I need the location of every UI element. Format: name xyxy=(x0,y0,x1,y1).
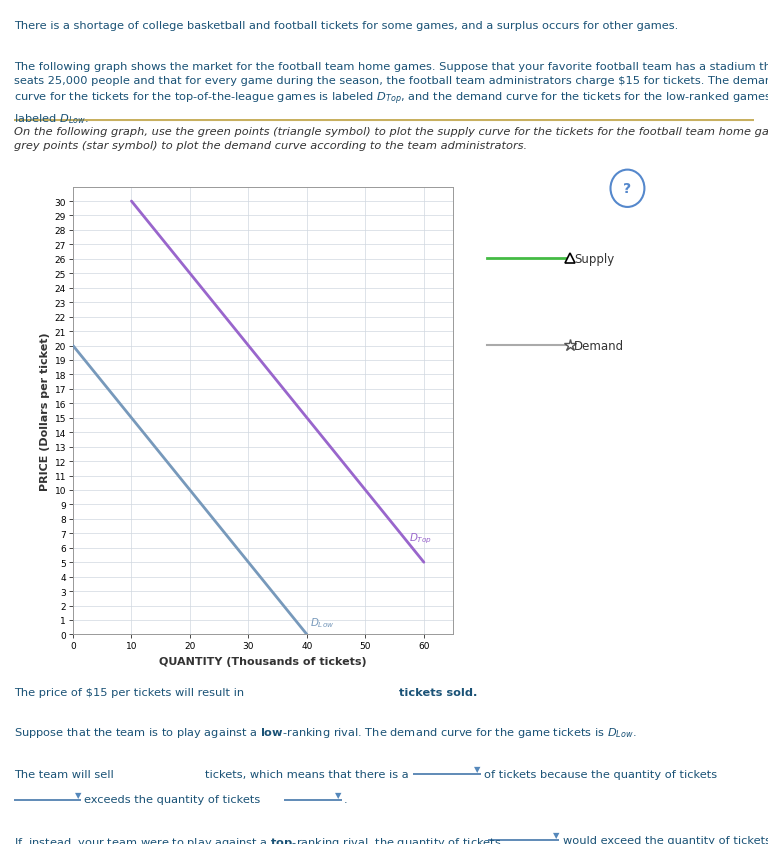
Text: tickets sold.: tickets sold. xyxy=(399,687,478,697)
Text: The team will sell: The team will sell xyxy=(14,769,114,779)
Text: If, instead, your team were to play against a $\bf{top}$-ranking rival, the quan: If, instead, your team were to play agai… xyxy=(14,835,502,844)
Text: tickets, which means that there is a: tickets, which means that there is a xyxy=(205,769,409,779)
Text: The following graph shows the market for the football team home games. Suppose t: The following graph shows the market for… xyxy=(14,62,768,126)
Text: of tickets because the quantity of tickets: of tickets because the quantity of ticke… xyxy=(484,769,717,779)
Text: $D_{Top}$: $D_{Top}$ xyxy=(409,531,432,545)
Y-axis label: PRICE (Dollars per ticket): PRICE (Dollars per ticket) xyxy=(41,332,51,490)
Text: Supply: Supply xyxy=(574,252,614,265)
Text: On the following graph, use the green points (triangle symbol) to plot the suppl: On the following graph, use the green po… xyxy=(14,127,768,150)
Text: .: . xyxy=(344,794,348,804)
Text: Suppose that the team is to play against a $\bf{low}$-ranking rival. The demand : Suppose that the team is to play against… xyxy=(14,725,636,739)
Text: ▼: ▼ xyxy=(75,790,81,798)
Text: Demand: Demand xyxy=(574,339,624,353)
Text: ▼: ▼ xyxy=(336,790,342,798)
Text: ▼: ▼ xyxy=(475,765,481,773)
Text: would exceed the quantity of tickets: would exceed the quantity of tickets xyxy=(563,835,768,844)
Text: exceeds the quantity of tickets: exceeds the quantity of tickets xyxy=(84,794,260,804)
Text: There is a shortage of college basketball and football tickets for some games, a: There is a shortage of college basketbal… xyxy=(14,21,678,31)
Text: $D_{Low}$: $D_{Low}$ xyxy=(310,615,334,629)
X-axis label: QUANTITY (Thousands of tickets): QUANTITY (Thousands of tickets) xyxy=(159,656,367,666)
Text: ?: ? xyxy=(624,182,631,196)
Text: ▼: ▼ xyxy=(553,830,559,839)
Text: The price of $15 per tickets will result in: The price of $15 per tickets will result… xyxy=(14,687,244,697)
